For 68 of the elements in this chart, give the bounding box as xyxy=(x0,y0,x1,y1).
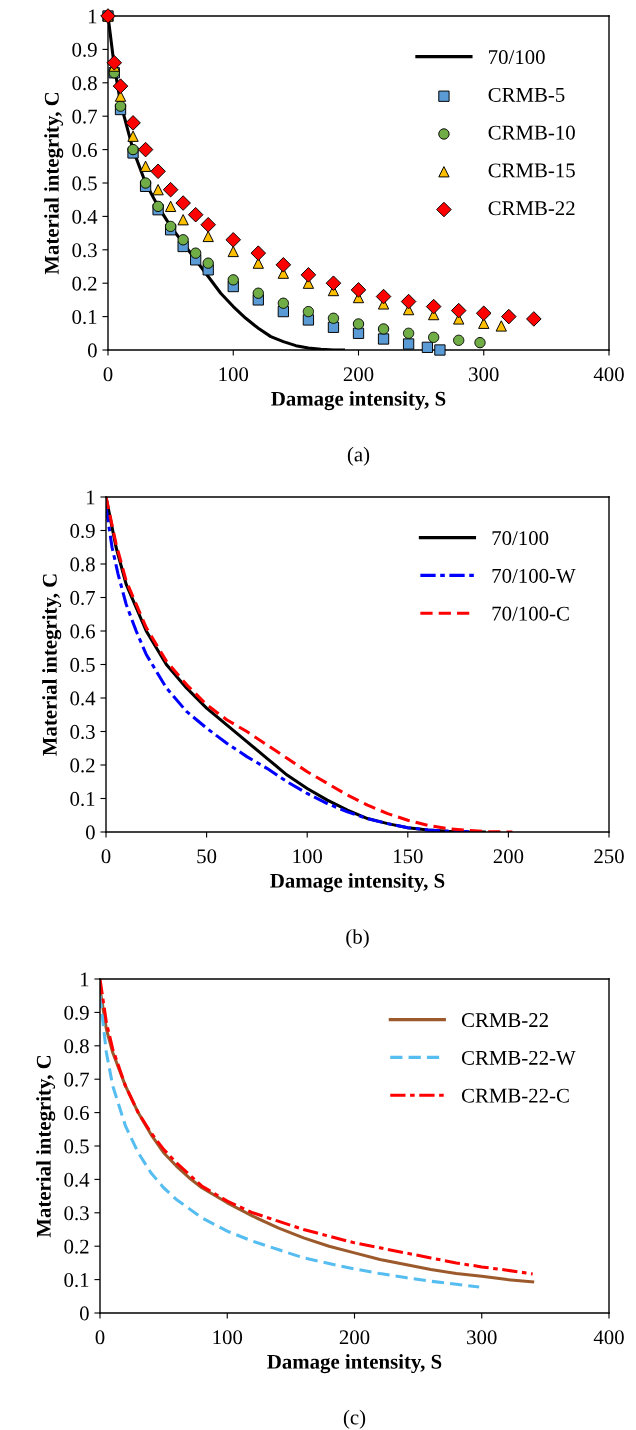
legend-label: CRMB-22 xyxy=(488,201,575,216)
y-tick-label: 0.7 xyxy=(64,1072,89,1087)
text: (c) xyxy=(343,1409,366,1429)
legend-label: 70/100-C xyxy=(492,606,569,621)
y-tick-label: 1 xyxy=(89,9,97,24)
y-tick-label: 0.1 xyxy=(70,791,95,807)
y-tick-label: 0.3 xyxy=(72,243,97,258)
y-tick-label: 0.5 xyxy=(72,176,97,191)
x-tick-label: 0 xyxy=(101,849,111,864)
x-tick-label: 400 xyxy=(593,367,624,382)
x-tick-label: 250 xyxy=(594,849,624,864)
legend-label: CRMB-22-W xyxy=(461,1050,576,1065)
y-tick-label: 0.1 xyxy=(72,309,97,325)
x-tick-label: 100 xyxy=(293,849,323,864)
y-tick-label: 0 xyxy=(87,343,97,358)
y-tick-label: 1 xyxy=(81,972,89,987)
y-tick-label: 0.5 xyxy=(64,1139,89,1154)
x-tick-label: 200 xyxy=(339,1330,370,1345)
y-tick-label: 0.7 xyxy=(72,109,97,124)
y-tick-label: 0.9 xyxy=(70,523,95,539)
y-tick-label: 0 xyxy=(85,825,95,840)
y-tick-label: 0.9 xyxy=(72,42,97,57)
y-axis-title: Material integrity, C xyxy=(44,92,64,275)
x-tick-label: 50 xyxy=(197,849,217,864)
y-tick-label: 0.4 xyxy=(72,209,98,224)
y-tick-label: 0.7 xyxy=(70,590,95,606)
y-axis-title: Material integrity, C xyxy=(36,1055,56,1238)
legend-label: CRMB-5 xyxy=(488,87,565,102)
x-tick-label: 200 xyxy=(343,367,374,382)
y-tick-label: 0.3 xyxy=(70,724,95,740)
y-tick-label: 0.4 xyxy=(70,691,96,706)
x-tick-label: 100 xyxy=(219,367,249,382)
y-tick-label: 0.5 xyxy=(70,657,95,673)
x-tick-label: 100 xyxy=(213,1330,243,1345)
y-tick-label: 0 xyxy=(79,1306,89,1321)
x-axis-title: Damage intensity, S xyxy=(270,873,445,893)
y-tick-label: 0.4 xyxy=(64,1172,90,1187)
x-tick-label: 400 xyxy=(593,1330,624,1345)
x-tick-label: 150 xyxy=(394,849,423,864)
x-tick-label: 200 xyxy=(493,849,524,864)
legend-label: CRMB-22 xyxy=(461,1013,548,1028)
y-tick-label: 0.2 xyxy=(64,1239,89,1254)
x-tick-label: 300 xyxy=(467,1330,497,1345)
y-tick-label: 0.2 xyxy=(70,758,95,773)
x-axis-title: Damage intensity, S xyxy=(267,1354,442,1374)
x-axis-title: Damage intensity, S xyxy=(271,391,446,411)
legend-label: CRMB-10 xyxy=(488,125,575,140)
x-tick-label: 0 xyxy=(103,367,113,382)
y-tick-label: 0.6 xyxy=(70,624,95,639)
y-tick-label: 0.3 xyxy=(64,1206,89,1221)
y-tick-label: 0.8 xyxy=(72,76,97,91)
legend-label: 70/100 xyxy=(489,50,545,65)
y-tick-label: 1 xyxy=(87,490,95,505)
x-tick-label: 300 xyxy=(469,367,499,382)
y-tick-label: 0.8 xyxy=(70,557,95,572)
text: (a) xyxy=(347,446,370,466)
y-tick-label: 0.6 xyxy=(72,142,97,158)
legend-label: CRMB-15 xyxy=(488,163,575,178)
y-axis-title: Material integrity, C xyxy=(42,574,62,756)
legend-label: 70/100 xyxy=(492,531,549,546)
legend-label: 70/100-W xyxy=(492,568,576,583)
text: (b) xyxy=(346,929,369,949)
y-tick-label: 0.6 xyxy=(64,1105,89,1121)
y-tick-label: 0.8 xyxy=(64,1039,89,1054)
y-tick-label: 0.1 xyxy=(64,1272,89,1288)
y-tick-label: 0.2 xyxy=(72,276,97,291)
y-tick-label: 0.9 xyxy=(64,1005,89,1020)
legend-label: CRMB-22-C xyxy=(461,1088,569,1103)
